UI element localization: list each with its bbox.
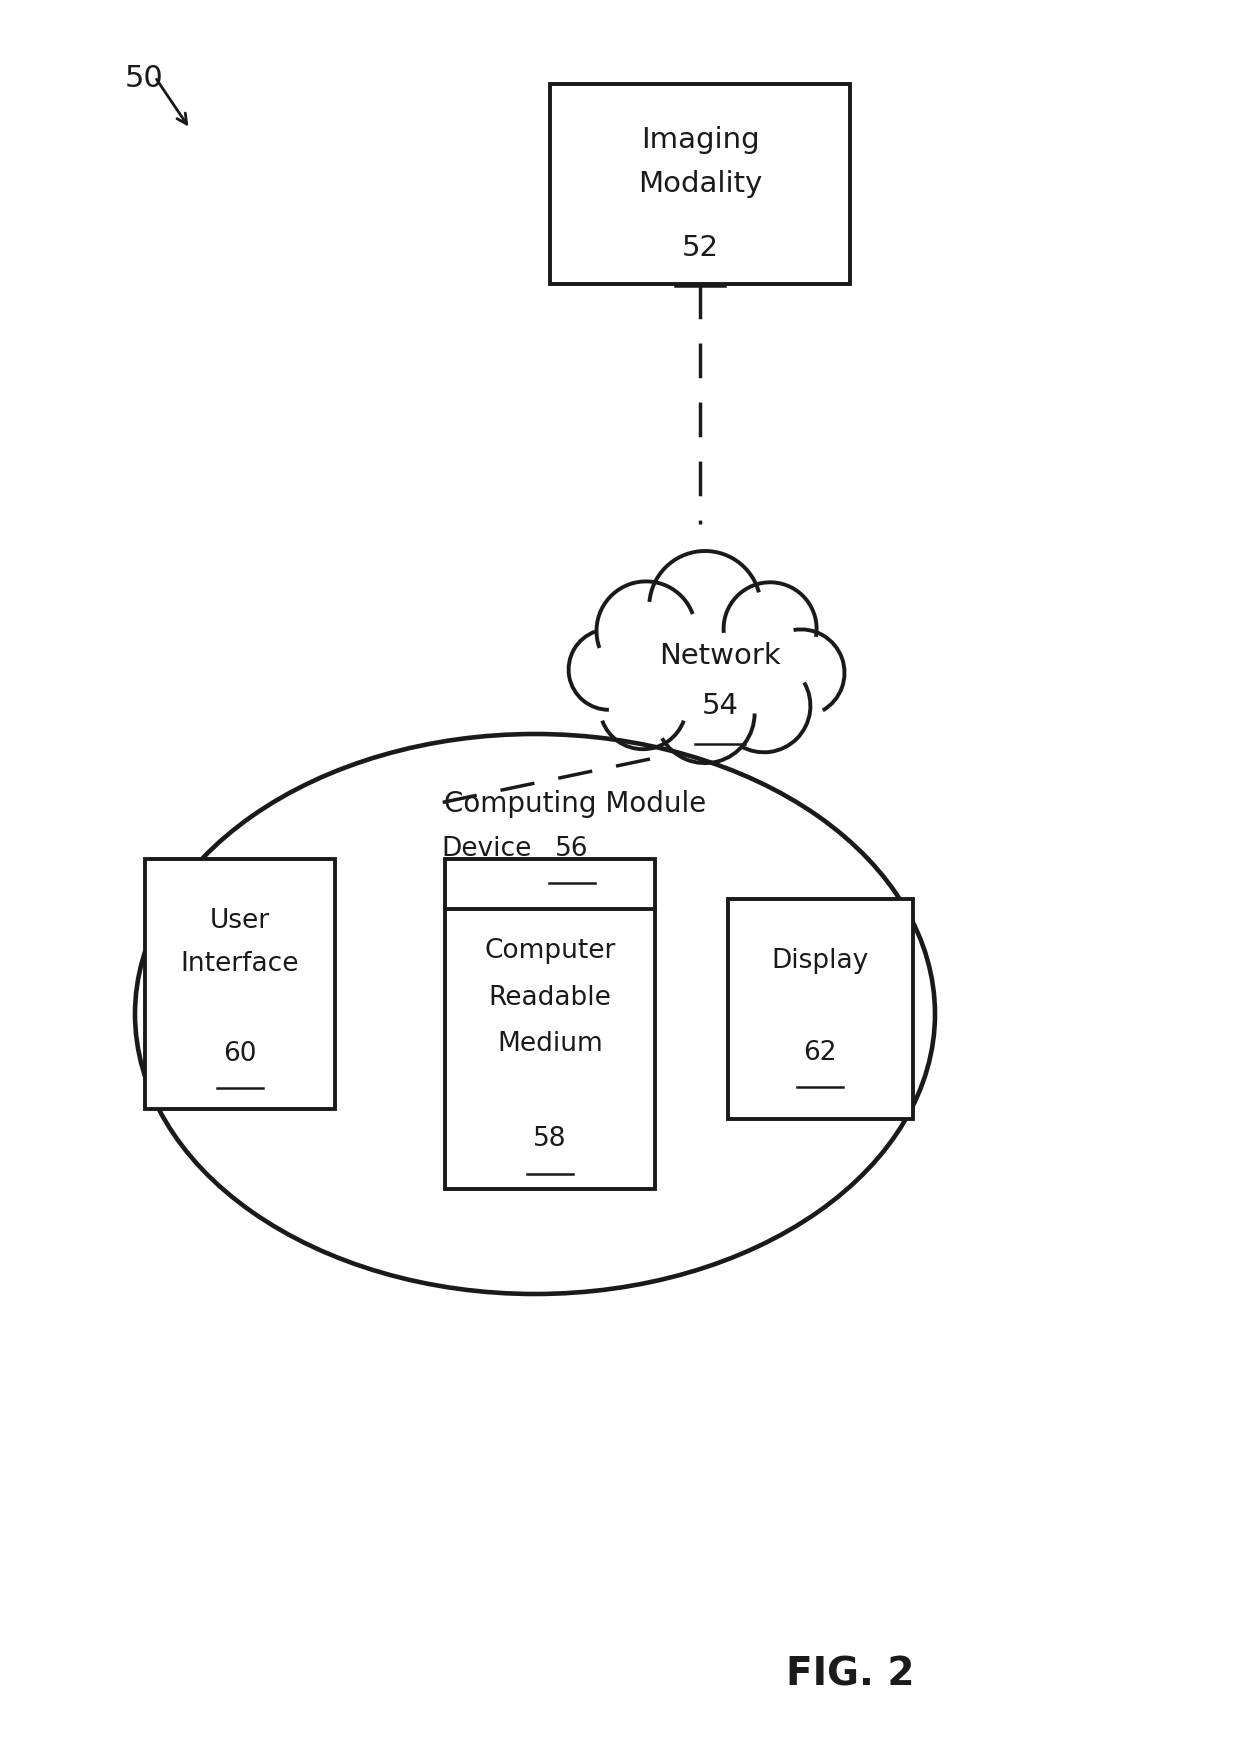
Text: Display: Display — [771, 948, 869, 974]
Text: Medium: Medium — [497, 1031, 603, 1057]
Bar — [445, 859, 655, 1189]
Text: Readable: Readable — [489, 984, 611, 1010]
Text: 54: 54 — [702, 692, 739, 720]
Text: Device: Device — [441, 836, 532, 863]
Text: Imaging: Imaging — [641, 125, 759, 155]
Text: 58: 58 — [533, 1127, 567, 1153]
Text: Network: Network — [660, 642, 781, 670]
Text: 52: 52 — [682, 235, 718, 263]
Bar — [728, 899, 913, 1118]
Text: 56: 56 — [556, 836, 589, 863]
Text: Interface: Interface — [181, 951, 299, 977]
Text: Modality: Modality — [637, 170, 763, 198]
Text: 50: 50 — [125, 64, 164, 92]
Text: User: User — [210, 908, 270, 934]
Text: Computing Module: Computing Module — [444, 790, 706, 817]
Text: 60: 60 — [223, 1042, 257, 1068]
Bar — [551, 83, 849, 283]
Text: FIG. 2: FIG. 2 — [786, 1656, 914, 1694]
Text: 62: 62 — [804, 1040, 837, 1066]
Bar — [145, 859, 335, 1109]
Text: Computer: Computer — [485, 939, 616, 965]
